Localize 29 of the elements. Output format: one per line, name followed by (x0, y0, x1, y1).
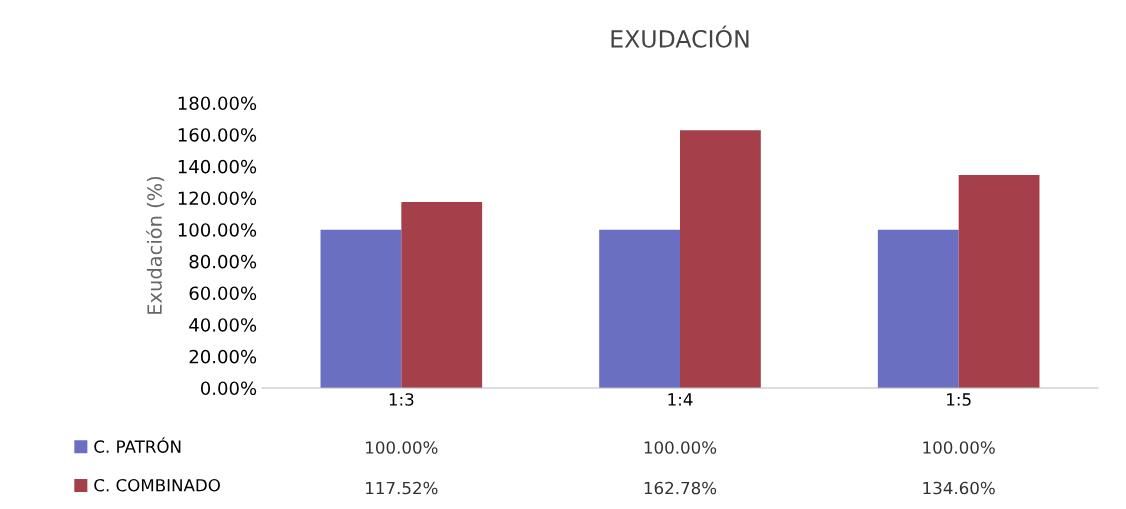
x-tick-label: 1:3 (389, 393, 414, 406)
data-label: 134.60% (923, 481, 995, 495)
chart-title: EXUDACIÓN (611, 25, 749, 48)
x-tick-label: 1:5 (947, 393, 971, 406)
data-label: 162.78% (644, 481, 717, 495)
y-tick-label: 140.00% (178, 159, 257, 174)
data-label: 100.00% (644, 441, 717, 454)
data-label: 117.52% (366, 481, 438, 495)
bar (958, 174, 1040, 388)
y-tick-label: 40.00% (189, 318, 257, 332)
y-tick-label: 20.00% (189, 349, 257, 364)
bar (599, 229, 680, 388)
y-tick-label: 120.00% (178, 191, 257, 206)
data-label: 100.00% (923, 441, 995, 454)
legend-label: C. COMBINADO (94, 478, 220, 492)
bar (320, 229, 402, 388)
bar (401, 201, 483, 388)
data-label: 100.00% (366, 441, 438, 454)
y-tick-label: 0.00% (200, 381, 257, 396)
y-axis-title: Exudación (%) (146, 176, 165, 314)
y-tick-label: 60.00% (189, 286, 257, 301)
y-tick-label: 180.00% (178, 96, 257, 111)
bar (877, 229, 959, 388)
legend-label: C. PATRÓN (94, 437, 181, 453)
y-tick-label: 160.00% (178, 128, 257, 142)
y-tick-label: 80.00% (189, 254, 257, 269)
y-tick-label: 100.00% (178, 223, 257, 237)
bar (680, 130, 761, 388)
x-tick-label: 1:4 (668, 393, 693, 406)
